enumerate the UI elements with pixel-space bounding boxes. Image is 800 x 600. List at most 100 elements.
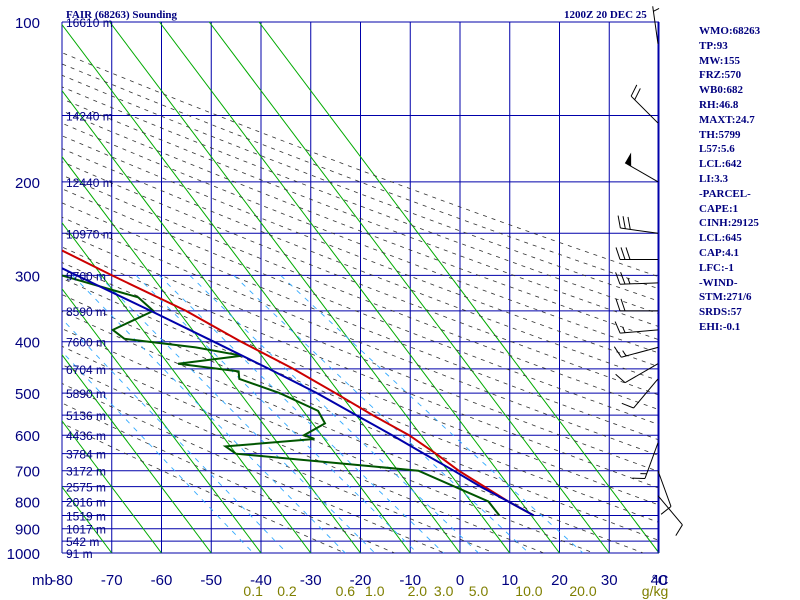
isotherm-line	[258, 22, 659, 553]
isotherm-line	[62, 420, 162, 553]
stats-panel: WMO:68263 TP:93 MW:155 FRZ:570 WB0:682 RH:46.…	[699, 24, 799, 335]
pressure-tick-label: 1000	[7, 546, 40, 563]
stat-item: L57:5.6	[699, 143, 735, 156]
wind-barb	[624, 152, 659, 183]
temperature-tick-label: 0	[456, 572, 464, 589]
wind-barb-shaft	[620, 329, 659, 334]
temperature-tick-label: 40	[651, 572, 668, 589]
height-label: 3784 m	[66, 448, 106, 462]
stat-item: WMO:68263	[699, 25, 761, 37]
wind-barb-shaft	[633, 378, 659, 409]
isotherm-line	[62, 354, 212, 553]
stat-item: SRDS:57	[699, 306, 742, 319]
isotherm-line	[62, 287, 262, 553]
temperature-tick-label: -70	[101, 572, 123, 589]
mixing-ratio-label: 1.0	[365, 583, 385, 599]
height-label: 1017 m	[66, 523, 106, 537]
temperature-tick-label: -30	[300, 572, 322, 589]
wind-barb	[615, 363, 659, 384]
wind-barb-shaft	[620, 227, 659, 234]
mixing-ratio-label: 2.0	[408, 583, 428, 599]
wind-barb	[621, 378, 659, 409]
wind-barb	[657, 495, 683, 536]
temperature-trace	[62, 249, 535, 517]
wind-barb-feather	[621, 402, 634, 409]
wind-barb-feather	[675, 524, 683, 536]
wind-barb-feather	[620, 247, 626, 260]
wind-barb-feather	[627, 216, 631, 230]
wind-barb-feather	[615, 247, 621, 260]
temperature-tick-label: -40	[250, 572, 272, 589]
height-label: 16610 m	[66, 16, 113, 30]
wind-barb-half-feather	[622, 326, 626, 333]
height-label: 5890 m	[66, 387, 106, 401]
mixing-ratio-label: 10.0	[515, 583, 542, 599]
height-label: 3172 m	[66, 465, 106, 479]
wind-barb-shaft	[652, 6, 659, 45]
dry-adiabat	[62, 364, 495, 553]
wind-barb	[657, 470, 672, 515]
mixing-ratio-lines	[62, 275, 584, 553]
wind-barb	[615, 272, 659, 285]
pressure-tick-label: 200	[15, 175, 40, 192]
wind-barb-feather	[620, 298, 626, 312]
wind-barb-feather	[630, 84, 638, 97]
wind-barb-pennant	[625, 152, 632, 167]
mixing-ratio-label: 5.0	[469, 583, 489, 599]
wind-barb	[630, 84, 659, 124]
dry-adiabat	[62, 202, 659, 441]
wind-barbs	[613, 6, 683, 553]
dry-adiabat	[62, 122, 659, 354]
wind-barb-feather	[634, 88, 641, 100]
wind-barb-shaft	[644, 442, 659, 479]
stat-item: LI:3.3	[699, 172, 729, 185]
pressure-tick-label: 900	[15, 522, 40, 539]
wind-barb	[613, 346, 659, 358]
wind-barb-feather	[615, 298, 621, 312]
dry-adiabat	[62, 345, 544, 553]
stat-item: -WIND-	[699, 276, 738, 289]
stat-item: LCL:645	[699, 232, 742, 245]
stat-item: LFC:-1	[699, 261, 734, 274]
dry-adiabat	[62, 188, 659, 426]
stat-item: EHI:-0.1	[699, 320, 741, 333]
isotherm-line	[0, 22, 12, 553]
wind-barb-feather	[614, 321, 621, 334]
sounding-series	[62, 249, 535, 517]
pressure-tick-label: 100	[15, 15, 40, 32]
stat-item: -PARCEL-	[699, 187, 751, 200]
wind-barb	[615, 298, 658, 312]
dry-adiabat	[62, 174, 659, 411]
mixing-ratio-line	[135, 275, 418, 553]
wind-barb-shaft	[630, 95, 659, 124]
dry-adiabat	[62, 402, 395, 553]
x-axis-label: °C	[652, 572, 669, 589]
stat-item: TP:93	[699, 39, 728, 52]
height-label: 2016 m	[66, 496, 106, 510]
height-label: 91 m	[66, 547, 93, 561]
dry-adiabat	[62, 135, 659, 368]
dry-adiabat	[62, 63, 659, 290]
mixing-ratio-label: 0.1	[243, 583, 263, 599]
wind-barb-shaft	[624, 363, 659, 384]
dry-adiabat	[62, 231, 659, 473]
temperature-tick-label: -20	[350, 572, 372, 589]
wind-barb-feather	[615, 272, 621, 285]
isotherm-line	[109, 22, 511, 553]
stat-item: LCL:642	[699, 158, 742, 171]
mixing-ratio-line	[280, 275, 584, 553]
stat-item: CAP:4.1	[699, 246, 740, 259]
height-label: 542 m	[66, 535, 99, 549]
wind-barb	[614, 321, 659, 334]
dry-adiabat	[62, 74, 659, 302]
mixing-ratio-label: 0.6	[336, 583, 356, 599]
wind-barb-shaft	[621, 346, 659, 358]
wind-barb	[617, 215, 659, 234]
x-unit-label: mb	[32, 572, 53, 589]
wind-barb-feather	[617, 215, 621, 229]
wind-barb	[615, 247, 658, 260]
dry-adiabat	[62, 261, 659, 506]
height-label: 8590 m	[66, 305, 106, 319]
mixing-ratio-label: 20.0	[569, 583, 596, 599]
stat-item: WB0:682	[699, 84, 743, 97]
